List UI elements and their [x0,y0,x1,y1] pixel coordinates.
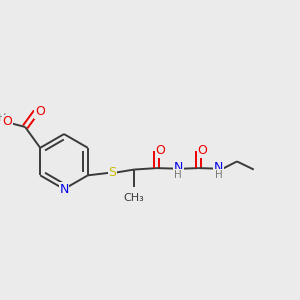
Text: O: O [156,144,165,157]
Text: H: H [0,113,6,123]
Text: S: S [108,166,116,179]
Text: N: N [173,161,183,174]
Text: N: N [59,183,69,196]
Text: O: O [197,144,207,157]
Text: O: O [2,115,12,128]
Text: H: H [215,170,223,180]
Text: N: N [214,161,224,174]
Text: O: O [35,105,45,118]
Text: CH₃: CH₃ [123,193,144,203]
Text: H: H [174,170,182,180]
